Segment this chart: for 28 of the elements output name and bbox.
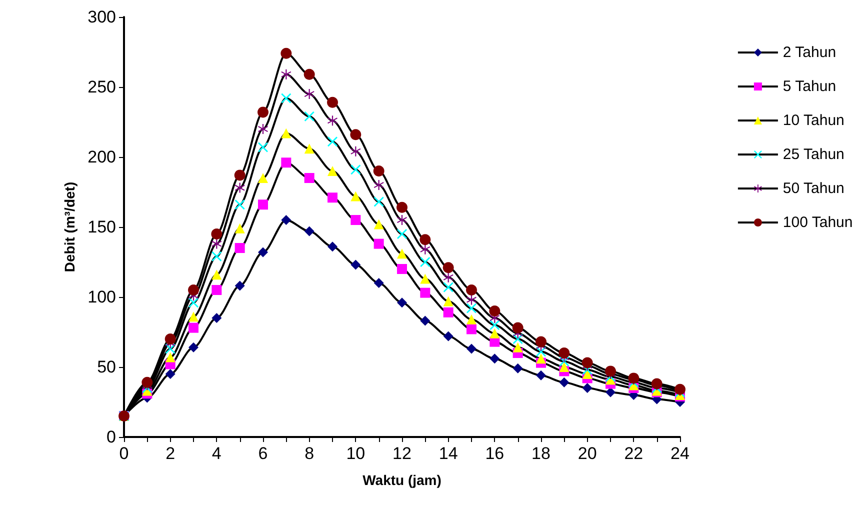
x-tick-label: 12: [392, 444, 412, 463]
x-tick-label: 6: [258, 444, 268, 463]
y-tick-label: 300: [88, 8, 116, 26]
legend-label: 5 Tahun: [782, 78, 836, 95]
x-tick-label: 16: [485, 444, 504, 463]
x-tick-label: 14: [438, 444, 458, 463]
x-tick-label: 10: [346, 444, 366, 463]
x-tick-label: 0: [119, 444, 129, 463]
y-axis-title: Debit (m³/det): [62, 182, 78, 272]
x-tick-label: 24: [670, 444, 690, 463]
y-tick-label: 200: [88, 148, 116, 166]
x-tick-label: 8: [304, 444, 314, 463]
x-axis-title: Waktu (jam): [362, 472, 442, 488]
legend-label: 50 Tahun: [782, 180, 844, 197]
x-tick-label: 22: [624, 444, 644, 463]
y-tick-label: 50: [97, 358, 116, 376]
y-tick-label: 100: [88, 288, 116, 306]
legend-label: 2 Tahun: [782, 44, 836, 61]
y-tick-label: 150: [88, 218, 116, 236]
x-tick-label: 4: [212, 444, 222, 463]
legend-label: 25 Tahun: [782, 146, 844, 163]
y-tick-label: 250: [88, 78, 116, 96]
y-tick-label: 0: [106, 428, 116, 446]
legend-label: 10 Tahun: [782, 112, 844, 129]
x-tick-label: 2: [166, 444, 176, 463]
x-tick-label: 20: [578, 444, 597, 463]
x-tick-label: 18: [532, 444, 550, 463]
legend-label: 100 Tahun: [782, 214, 853, 231]
